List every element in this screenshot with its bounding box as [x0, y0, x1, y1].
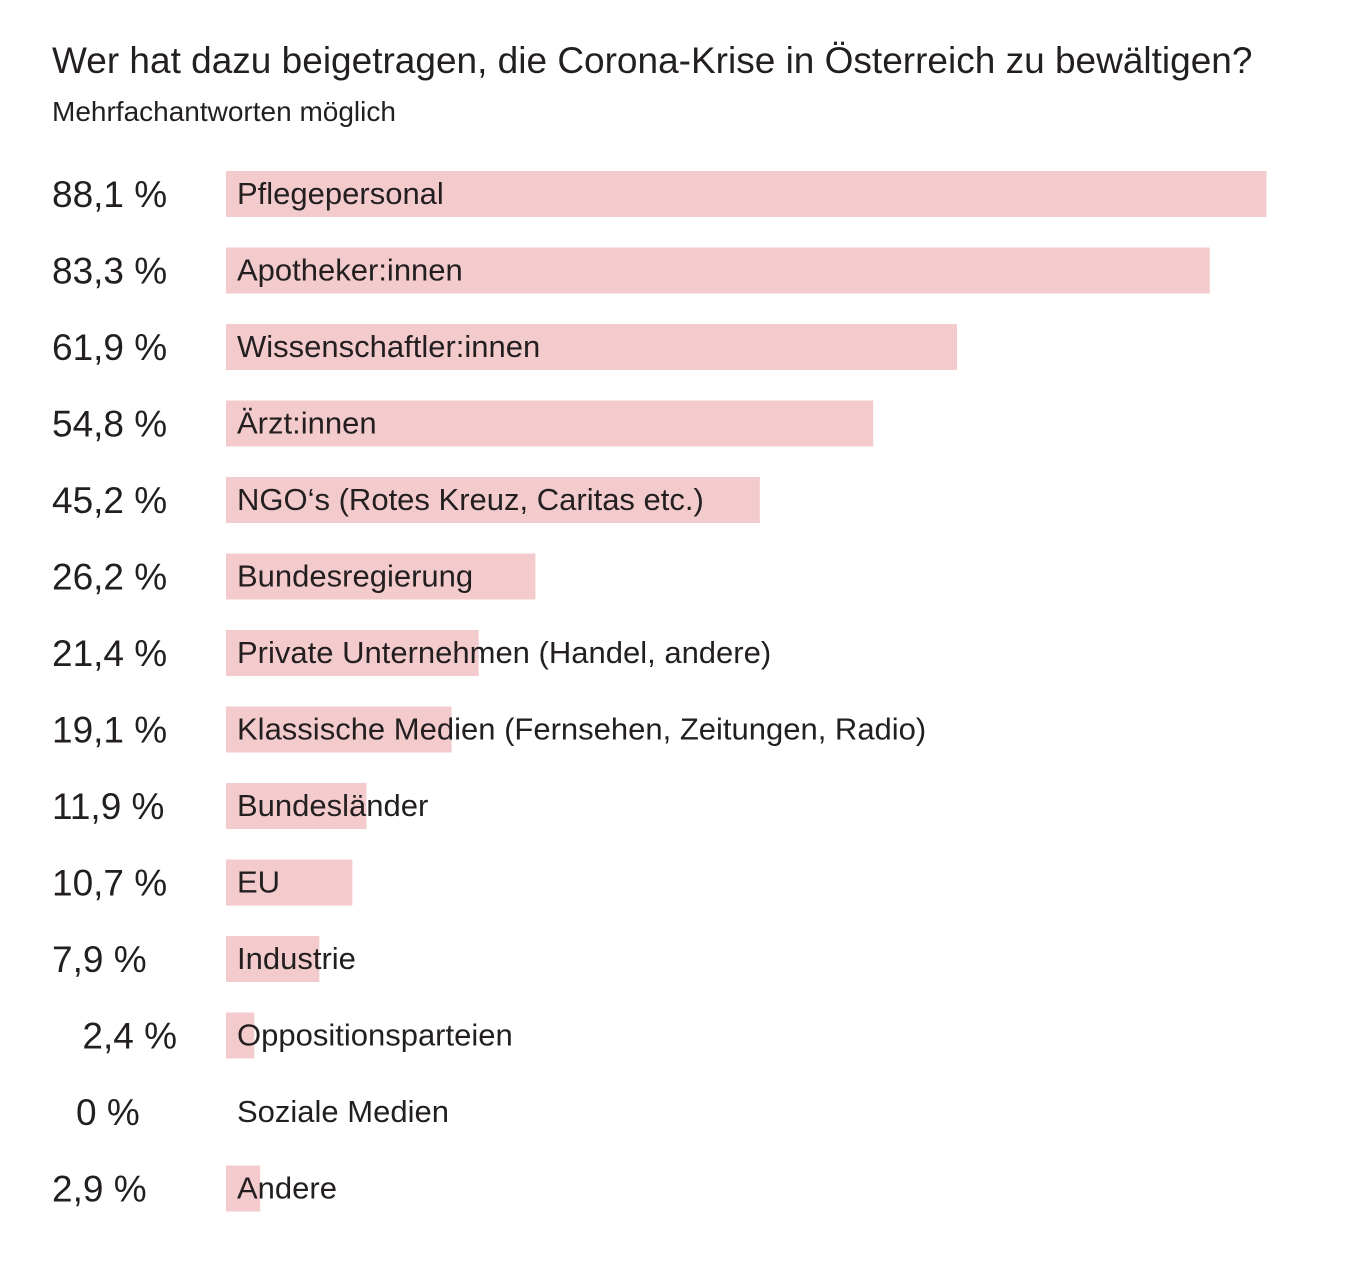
bar	[226, 553, 536, 600]
value-label: 11,9 %	[52, 786, 164, 827]
bar	[226, 400, 874, 447]
category-label: Pflegepersonal	[237, 176, 444, 211]
category-label: EU	[237, 865, 280, 900]
value-label: 45,2 %	[52, 480, 167, 521]
category-label: Oppositionsparteien	[237, 1018, 513, 1053]
category-label: Private Unternehmen (Handel, andere)	[237, 635, 771, 670]
category-label: Bundesländer	[237, 788, 428, 823]
value-label: 88,1 %	[52, 174, 167, 215]
value-label: 2,9 %	[52, 1169, 147, 1210]
chart-subtitle: Mehrfachantworten möglich	[52, 96, 396, 127]
bar	[226, 477, 760, 523]
value-label: 26,2 %	[52, 557, 167, 598]
value-label: 61,9 %	[52, 327, 167, 368]
bar	[226, 1165, 261, 1212]
category-label: Ärzt:innen	[237, 406, 377, 441]
category-label: Klassische Medien (Fernsehen, Zeitungen,…	[237, 712, 926, 747]
value-label: 2,4 %	[82, 1016, 177, 1057]
category-label: Apotheker:innen	[237, 253, 463, 288]
value-label: 0 %	[76, 1092, 140, 1133]
value-label: 83,3 %	[52, 251, 167, 292]
category-label: Soziale Medien	[237, 1094, 449, 1129]
bar	[226, 324, 957, 370]
category-label: Wissenschaftler:innen	[237, 329, 540, 364]
category-label: Andere	[237, 1171, 337, 1206]
bar	[226, 247, 1210, 294]
bar	[226, 630, 479, 676]
bar	[226, 171, 1267, 217]
value-label: 54,8 %	[52, 404, 167, 445]
bar	[226, 706, 452, 753]
bar	[226, 859, 353, 906]
bar	[226, 783, 367, 829]
value-label: 10,7 %	[52, 863, 167, 904]
bar	[226, 1012, 255, 1059]
category-label: NGO‘s (Rotes Kreuz, Caritas etc.)	[237, 482, 704, 517]
category-label: Industrie	[237, 941, 356, 976]
value-label: 19,1 %	[52, 710, 167, 751]
value-label: 7,9 %	[52, 939, 147, 980]
value-label: 21,4 %	[52, 633, 167, 674]
category-label: Bundesregierung	[237, 559, 473, 594]
chart-title: Wer hat dazu beigetragen, die Corona-Kri…	[52, 40, 1253, 81]
bar	[226, 936, 320, 982]
